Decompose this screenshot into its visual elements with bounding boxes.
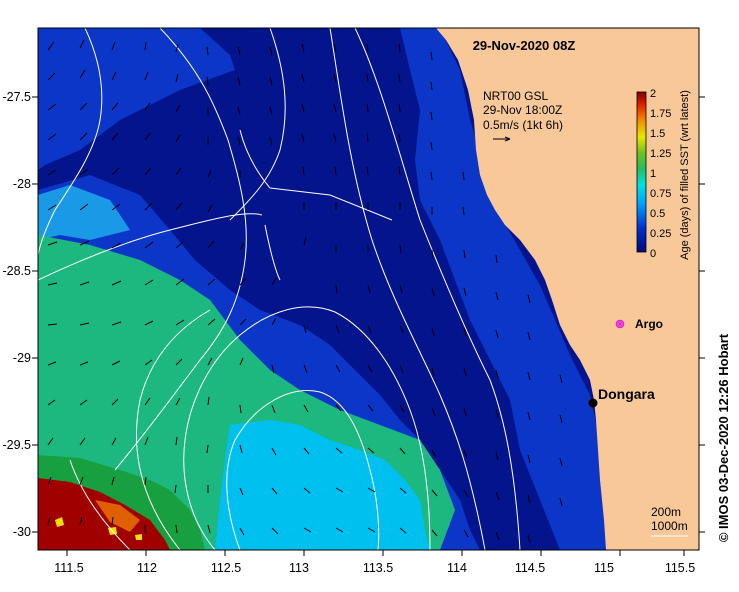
x-tick-label: 114 <box>447 561 467 575</box>
ocean-age-065 <box>215 420 430 550</box>
isobath-1000m-label: 1000m <box>651 519 688 533</box>
ocean-age-175 <box>95 500 140 532</box>
isobath-lines <box>38 28 521 550</box>
x-tick-label: 112 <box>137 561 157 575</box>
current-legend-time: 29-Nov 18:00Z <box>483 103 562 117</box>
y-tick-label: -27.5 <box>3 90 32 104</box>
ocean-age-2 <box>38 478 170 550</box>
x-axis-labels: 111.5 112 112.5 113 113.5 114 114.5 115 … <box>54 561 695 575</box>
colorbar-tick-label: 0 <box>650 248 656 260</box>
colorbar: 2 1.75 1.5 1.25 1 0.75 0.5 0.25 0 Age (d… <box>636 88 691 260</box>
ocean-age-05 <box>38 185 130 240</box>
colorbar-tick-label: 0.5 <box>650 208 665 220</box>
colorbar-tick-label: 1.25 <box>650 148 671 160</box>
colorbar-title: Age (days) of filled SST (wrt latest) <box>679 90 691 260</box>
y-tick-label: -28.5 <box>3 264 32 278</box>
argo-float-marker[interactable] <box>615 319 625 329</box>
imos-credit: © IMOS 03-Dec-2020 12:26 Hobart <box>716 333 731 542</box>
x-tick-label: 113 <box>289 561 309 575</box>
y-tick-label: -28 <box>13 177 31 191</box>
isobath-legend: 200m 1000m <box>651 505 688 537</box>
map-title: 29-Nov-2020 08Z <box>473 38 576 53</box>
colorbar-gradient <box>636 91 647 253</box>
dongara-marker[interactable] <box>588 398 598 408</box>
land-western-australia <box>436 28 699 550</box>
argo-label: Argo <box>635 317 663 331</box>
current-legend-scale: 0.5m/s (1kt 6h) <box>483 118 563 132</box>
x-tick-label: 115.5 <box>665 561 695 575</box>
x-tick-label: 114.5 <box>515 561 545 575</box>
x-tick-label: 113.5 <box>363 561 393 575</box>
x-tick-label: 111.5 <box>54 561 83 575</box>
colorbar-tick-label: 2 <box>650 88 656 100</box>
colorbar-tick-label: 1.5 <box>650 128 665 140</box>
ocean-age-025 <box>38 28 235 170</box>
dongara-label: Dongara <box>598 386 655 402</box>
y-tick-label: -30 <box>13 525 31 539</box>
current-legend: NRT00 GSL 29-Nov 18:00Z 0.5m/s (1kt 6h) <box>483 89 563 142</box>
colorbar-tick-label: 0.25 <box>650 228 671 240</box>
colorbar-ticks: 2 1.75 1.5 1.25 1 0.75 0.5 0.25 0 <box>650 88 671 260</box>
colorbar-tick-label: 1 <box>650 168 656 180</box>
current-legend-source: NRT00 GSL <box>483 89 548 103</box>
y-tick-label: -29 <box>13 351 31 365</box>
x-tick-label: 115 <box>594 561 614 575</box>
y-tick-label: -29.5 <box>3 438 32 452</box>
sst-age-map <box>38 28 699 550</box>
ocean-age-025-nearshore <box>400 28 610 550</box>
axis-tick-marks <box>32 96 705 556</box>
isobath-200m-label: 200m <box>651 505 681 519</box>
colorbar-tick-label: 0.75 <box>650 188 671 200</box>
y-axis-labels: -27.5 -28 -28.5 -29 -29.5 -30 <box>3 90 32 539</box>
current-vector-field <box>47 39 563 544</box>
plot-frame <box>37 27 700 551</box>
x-tick-label: 112.5 <box>211 561 241 575</box>
colorbar-tick-label: 1.75 <box>650 108 671 120</box>
